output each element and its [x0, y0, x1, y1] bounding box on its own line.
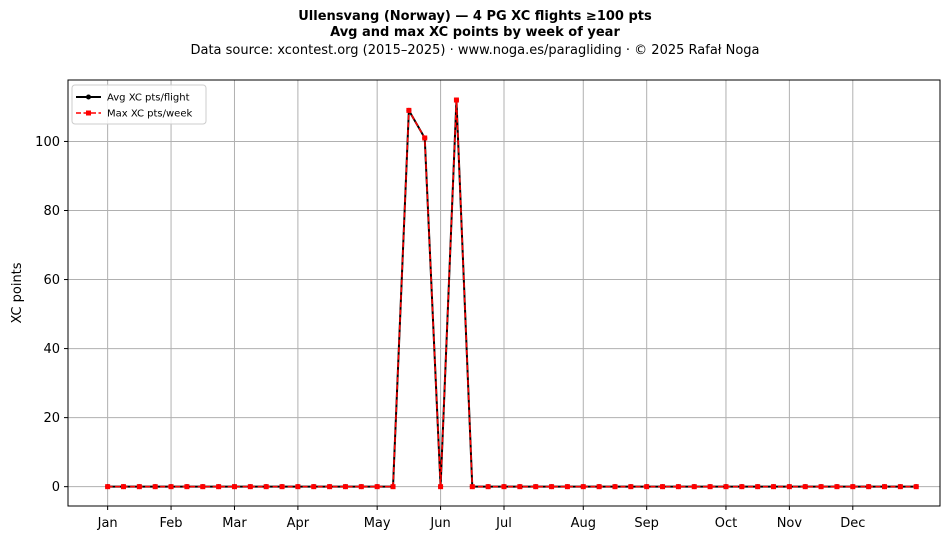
data-point [612, 484, 618, 490]
x-tick-label: Oct [715, 516, 737, 531]
grid-lines [68, 80, 940, 506]
data-point [390, 484, 396, 490]
data-point [596, 484, 602, 490]
data-point [739, 484, 745, 490]
x-tick-label: May [364, 516, 391, 531]
data-point [105, 484, 111, 490]
data-point [882, 484, 888, 490]
y-tick-label: 80 [43, 204, 60, 219]
data-point [533, 484, 539, 490]
data-point [723, 484, 729, 490]
y-tick-label: 60 [43, 273, 60, 288]
legend: Avg XC pts/flight Max XC pts/week [71, 84, 207, 125]
data-point [200, 484, 206, 490]
y-axis: 0 20 40 60 80 100 [35, 135, 68, 495]
data-point [358, 484, 364, 490]
data-point [279, 484, 285, 490]
data-point [438, 484, 444, 490]
legend-label: Avg XC pts/flight [107, 93, 190, 104]
x-tick-label: Mar [222, 516, 247, 531]
data-point [422, 135, 428, 141]
x-tick-label: Nov [777, 516, 803, 531]
data-point [152, 484, 158, 490]
y-tick-label: 20 [43, 411, 60, 426]
data-point [501, 484, 507, 490]
data-point [866, 484, 872, 490]
data-point [786, 484, 792, 490]
data-point [755, 484, 761, 490]
data-point [216, 484, 222, 490]
data-point [168, 484, 174, 490]
data-point [707, 484, 713, 490]
x-tick-label: Sep [634, 516, 659, 531]
data-point [802, 484, 808, 490]
data-point [549, 484, 555, 490]
data-point [771, 484, 777, 490]
data-point [850, 484, 856, 490]
series-line [107, 99, 917, 488]
chart-source-note: Data source: xcontest.org (2015–2025) · … [190, 43, 760, 58]
data-point [675, 484, 681, 490]
data-point [453, 97, 459, 103]
x-tick-label: Feb [160, 516, 183, 531]
x-tick-label: Aug [571, 516, 596, 531]
series-max [105, 97, 919, 490]
data-point [517, 484, 523, 490]
data-point [247, 484, 253, 490]
data-point [818, 484, 824, 490]
y-tick-label: 40 [43, 342, 60, 357]
data-point [913, 484, 919, 490]
legend-swatch-marker [86, 110, 91, 116]
data-point [834, 484, 840, 490]
data-point [311, 484, 317, 490]
data-point [342, 484, 348, 490]
data-point [374, 484, 380, 490]
data-point [897, 484, 903, 490]
y-axis-label: XC points [10, 262, 25, 323]
y-tick-label: 100 [35, 135, 60, 150]
legend-label: Max XC pts/week [107, 109, 192, 120]
data-point [564, 484, 570, 490]
x-tick-label: Jan [97, 516, 118, 531]
data-point [327, 484, 333, 490]
data-point [691, 484, 697, 490]
data-point [184, 484, 190, 490]
data-point [263, 484, 269, 490]
data-point [628, 484, 634, 490]
x-tick-label: Dec [840, 516, 865, 531]
series-line [107, 99, 917, 488]
chart-title: Ullensvang (Norway) — 4 PG XC flights ≥1… [298, 9, 652, 24]
data-point [660, 484, 666, 490]
data-point [406, 107, 412, 113]
x-tick-label: Jun [429, 516, 450, 531]
data-point [485, 484, 491, 490]
x-axis: Jan Feb Mar Apr May Jun Jul Aug Sep Oct Nov Dec [97, 506, 865, 531]
data-point [231, 484, 237, 490]
chart-subtitle: Avg and max XC points by week of year [330, 25, 620, 40]
y-tick-label: 0 [52, 480, 60, 495]
data-point [295, 484, 301, 490]
series-avg [105, 97, 919, 490]
x-tick-label: Apr [287, 516, 310, 531]
data-point [120, 484, 126, 490]
data-point [644, 484, 650, 490]
legend-swatch-marker [86, 94, 91, 100]
data-point [580, 484, 586, 490]
legend-box [71, 84, 207, 125]
x-tick-label: Jul [495, 516, 512, 531]
data-point [136, 484, 142, 490]
series-layer [105, 97, 919, 490]
data-point [469, 484, 475, 490]
